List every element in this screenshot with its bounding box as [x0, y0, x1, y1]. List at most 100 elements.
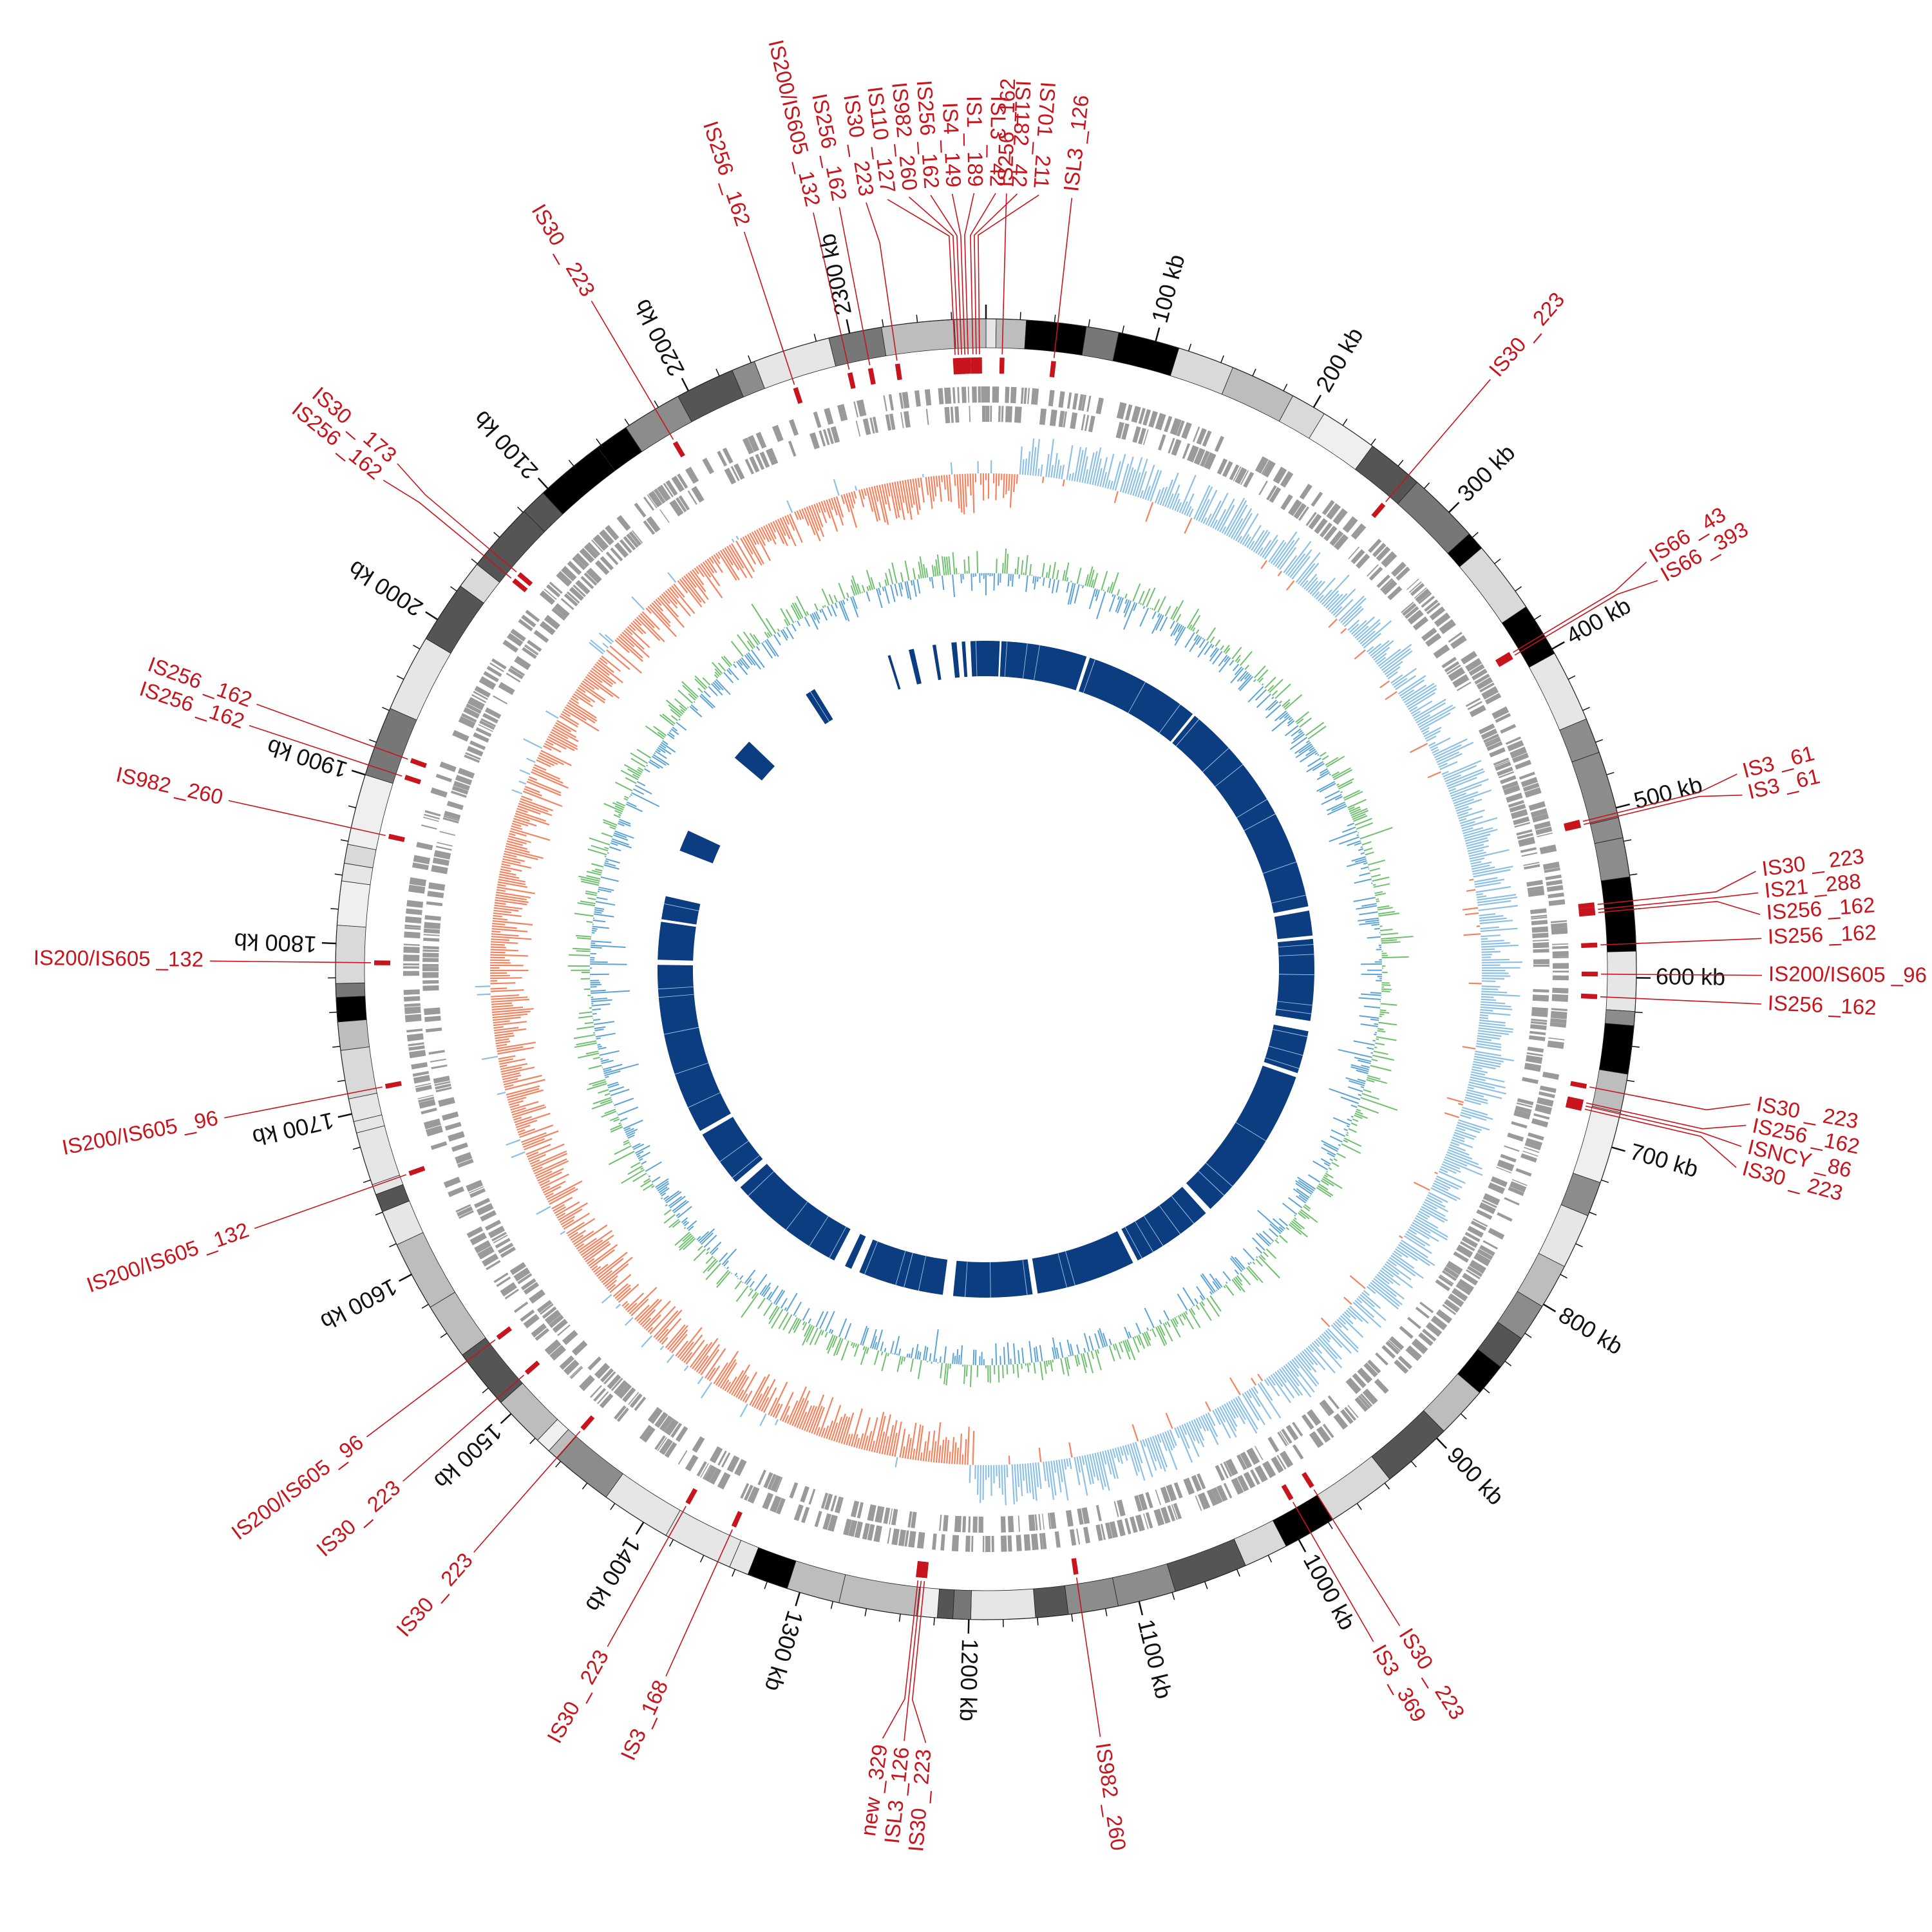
gene	[1001, 406, 1004, 422]
insertion-sequence-label: IS200/IS605 _132	[84, 1218, 252, 1297]
gc-skew-bar	[1414, 1217, 1448, 1238]
homology-gap-line	[1171, 1195, 1195, 1224]
gc-skew-bar	[1285, 1363, 1312, 1398]
gene	[1023, 388, 1027, 404]
gc-skew-bar	[589, 670, 612, 688]
gc-content-bar	[1238, 674, 1252, 690]
homology-gap-line	[1278, 954, 1314, 956]
gene	[1182, 443, 1191, 459]
minor-tick	[610, 1503, 616, 1510]
gc-content-bar	[1278, 1235, 1288, 1244]
gc-content-bar	[1350, 1064, 1370, 1070]
gc-skew-bar	[1273, 531, 1298, 565]
gc-skew-bar	[1428, 1191, 1448, 1203]
gc-skew-bar	[1408, 1228, 1417, 1235]
gc-skew-bar	[871, 1441, 875, 1452]
gc-skew-bar	[624, 1317, 634, 1326]
gc-skew-bar	[511, 825, 523, 830]
homology-block	[679, 830, 721, 864]
gene	[1095, 1504, 1102, 1522]
gc-skew-bar	[1270, 542, 1287, 564]
gene	[1469, 1260, 1486, 1274]
gc-content-bar	[620, 1117, 628, 1122]
gene	[1528, 888, 1545, 897]
gc-skew-bar	[1289, 1360, 1315, 1393]
gc-skew-bar	[1414, 1181, 1430, 1191]
gene	[1031, 388, 1039, 405]
gc-skew-bar	[863, 488, 867, 497]
gene	[613, 1380, 629, 1396]
gc-content-bar	[1066, 1340, 1072, 1356]
gene	[1527, 886, 1544, 891]
gene	[1117, 1519, 1126, 1537]
gc-skew-bar	[1352, 616, 1376, 637]
gc-content-bar	[596, 1037, 601, 1040]
gc-skew-bar	[687, 572, 709, 600]
gc-content-bar	[1048, 1360, 1050, 1365]
gene	[533, 630, 549, 643]
gc-skew-bar	[1481, 940, 1504, 943]
gc-skew-bar	[793, 511, 799, 520]
gene	[685, 1454, 699, 1472]
gc-content-bar	[1083, 1348, 1086, 1353]
gc-skew-bar	[1246, 1390, 1253, 1399]
gene	[552, 1318, 568, 1333]
gc-skew-bar	[954, 1442, 957, 1464]
gene	[427, 891, 444, 898]
gc-content-bar	[1142, 606, 1146, 609]
gc-content-bar	[1354, 858, 1367, 863]
gc-content-bar	[708, 686, 718, 696]
gc-content-bar	[1174, 1317, 1179, 1325]
gene	[1497, 1212, 1513, 1222]
gene	[1237, 1475, 1249, 1492]
gc-skew-bar	[1395, 1248, 1408, 1258]
gene	[611, 1378, 623, 1392]
gc-content-bar	[632, 1143, 645, 1150]
gc-content-bar	[1367, 1077, 1387, 1084]
gc-content-bar	[1164, 605, 1171, 617]
gc-skew-bar	[1408, 692, 1436, 710]
minor-tick	[1071, 1614, 1074, 1622]
gc-skew-bar	[1188, 1421, 1200, 1444]
gc-content-bar	[868, 585, 871, 591]
gc-skew-bar	[560, 713, 580, 725]
gc-skew-bar	[1347, 619, 1360, 631]
gene	[1100, 1524, 1106, 1540]
gc-content-bar	[762, 1287, 771, 1298]
gc-content-bar	[826, 1334, 834, 1350]
gc-content-bar	[1336, 1152, 1346, 1159]
homology-gap-line	[1278, 974, 1314, 976]
gene	[539, 590, 556, 605]
gene	[590, 1385, 602, 1398]
gene	[1255, 1465, 1268, 1482]
gc-skew-bar	[516, 808, 528, 813]
minor-tick	[450, 586, 457, 592]
gene	[702, 457, 714, 475]
gene	[1292, 1421, 1303, 1437]
gc-skew-bar	[700, 1349, 719, 1376]
gene	[1446, 1260, 1463, 1275]
gene	[415, 1084, 432, 1092]
gene	[1397, 1356, 1412, 1370]
gc-content-bar	[1123, 600, 1130, 614]
gc-skew-bar	[789, 1386, 807, 1425]
gc-skew-bar	[1456, 808, 1473, 815]
minor-tick	[715, 368, 720, 377]
gc-content-bar	[747, 652, 761, 670]
minor-tick	[732, 1569, 736, 1577]
gc-content-bar	[1329, 1088, 1361, 1101]
gc-content-bar	[1283, 702, 1291, 708]
ideogram-band	[336, 996, 367, 1023]
gene	[678, 495, 690, 511]
gc-content-bar	[824, 605, 826, 608]
gene	[837, 1497, 844, 1513]
homology-block	[740, 1164, 851, 1261]
gc-skew-bar	[1479, 917, 1507, 922]
gene	[438, 1097, 455, 1107]
gc-content-bar	[1323, 1143, 1338, 1152]
gc-content-bar	[723, 656, 732, 667]
gc-skew-bar	[1417, 1213, 1428, 1220]
gene	[1077, 394, 1084, 411]
gc-skew-bar	[1430, 1187, 1457, 1201]
gc-skew-bar	[562, 710, 571, 717]
